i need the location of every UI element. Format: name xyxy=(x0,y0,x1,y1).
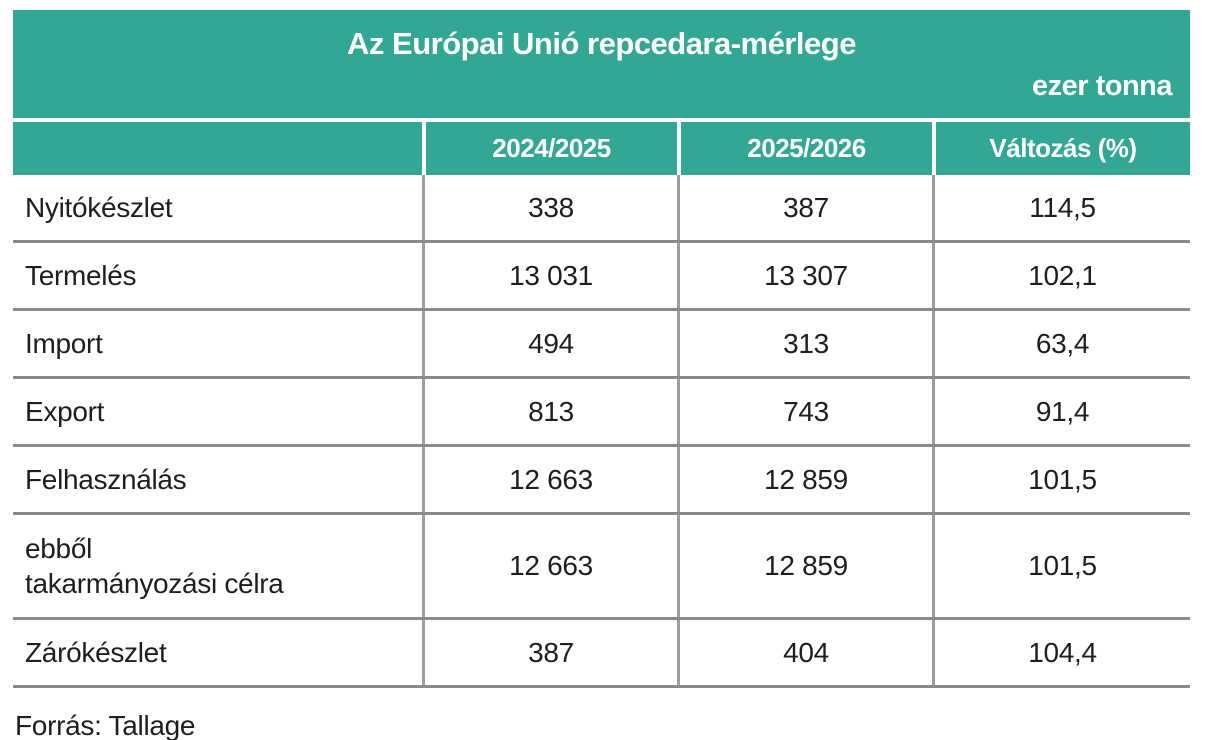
row-value-2024-2025: 387 xyxy=(422,620,677,685)
row-label: Nyitókészlet xyxy=(25,192,173,223)
row-label: Felhasználás xyxy=(25,464,187,495)
row-value-2024-2025: 12 663 xyxy=(422,447,677,512)
row-label: ebből takarmányozási célra xyxy=(25,533,284,599)
row-value-2025-2026: 12 859 xyxy=(677,515,932,617)
row-value-2025-2026: 387 xyxy=(677,175,932,240)
row-value-2024-2025: 494 xyxy=(422,311,677,376)
row-value-change: 91,4 xyxy=(932,379,1190,444)
row-value-change: 101,5 xyxy=(932,515,1190,617)
row-label: Termelés xyxy=(25,260,137,291)
table-row-takarmanyozasi-celra: ebből takarmányozási célra 12 663 12 859… xyxy=(13,515,1190,620)
table-body: Nyitókészlet 338 387 114,5 Termelés 13 0… xyxy=(13,175,1190,688)
balance-table: Az Európai Unió repcedara-mérlege ezer t… xyxy=(13,10,1190,740)
column-header-2025-2026: 2025/2026 xyxy=(677,122,932,175)
table-row-felhasznalas: Felhasználás 12 663 12 859 101,5 xyxy=(13,447,1190,515)
row-label: Import xyxy=(25,328,103,359)
row-value-2024-2025: 12 663 xyxy=(422,515,677,617)
row-value-change: 102,1 xyxy=(932,243,1190,308)
row-value-2024-2025: 13 031 xyxy=(422,243,677,308)
table-row-nyitokeszlet: Nyitókészlet 338 387 114,5 xyxy=(13,175,1190,243)
table-row-export: Export 813 743 91,4 xyxy=(13,379,1190,447)
row-value-2025-2026: 13 307 xyxy=(677,243,932,308)
title-header-divider xyxy=(13,118,1190,122)
row-label: Export xyxy=(25,396,105,427)
row-value-change: 101,5 xyxy=(932,447,1190,512)
table-row-zarokeszlet: Zárókészlet 387 404 104,4 xyxy=(13,620,1190,688)
source-note: Forrás: Tallage xyxy=(15,710,196,740)
table-row-termeles: Termelés 13 031 13 307 102,1 xyxy=(13,243,1190,311)
column-header-empty xyxy=(13,122,422,175)
column-header-2024-2025: 2024/2025 xyxy=(422,122,677,175)
row-value-2024-2025: 338 xyxy=(422,175,677,240)
row-value-2025-2026: 404 xyxy=(677,620,932,685)
table-row-import: Import 494 313 63,4 xyxy=(13,311,1190,379)
table-title: Az Európai Unió repcedara-mérlege xyxy=(347,26,856,61)
row-label: Zárókészlet xyxy=(25,637,167,668)
row-value-2024-2025: 813 xyxy=(422,379,677,444)
row-value-2025-2026: 743 xyxy=(677,379,932,444)
table-title-band: Az Európai Unió repcedara-mérlege ezer t… xyxy=(13,10,1190,118)
column-header-change-pct: Változás (%) xyxy=(932,122,1190,175)
table-unit-label: ezer tonna xyxy=(1031,70,1173,103)
row-value-change: 104,4 xyxy=(932,620,1190,685)
row-value-change: 114,5 xyxy=(932,175,1190,240)
row-value-2025-2026: 12 859 xyxy=(677,447,932,512)
row-value-change: 63,4 xyxy=(932,311,1190,376)
row-value-2025-2026: 313 xyxy=(677,311,932,376)
table-header-row: 2024/2025 2025/2026 Változás (%) xyxy=(13,122,1190,175)
